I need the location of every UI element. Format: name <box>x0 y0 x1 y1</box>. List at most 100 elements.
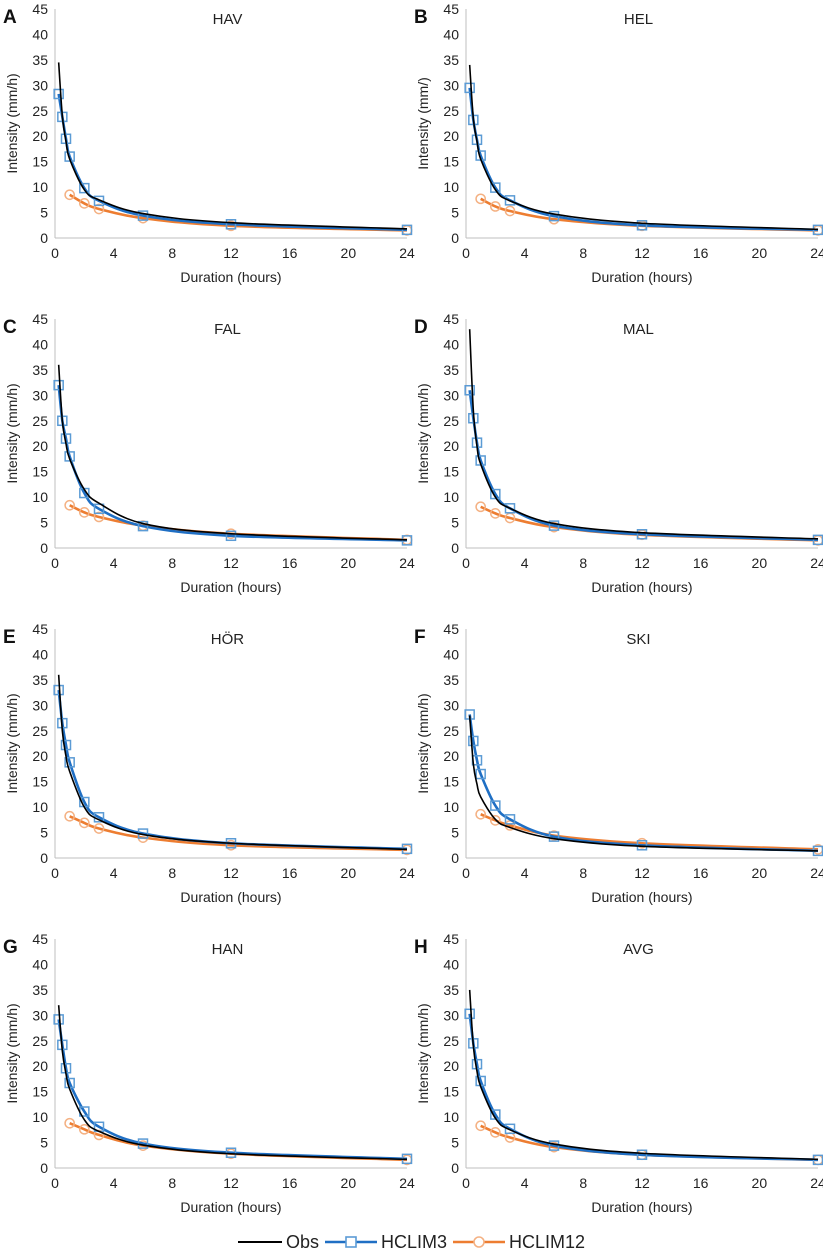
x-tick-label: 0 <box>51 245 59 261</box>
legend-label-hclim12: HCLIM12 <box>509 1231 586 1252</box>
chart-panel-b: B HEL 0 5 10 15 20 25 30 35 40 45 0 4 8 12 16 20 24 Duratio… <box>414 1 823 285</box>
x-tick-label: 8 <box>168 245 176 261</box>
x-tick-label: 4 <box>110 245 118 261</box>
hclim12-marker <box>489 508 501 519</box>
hclim12-marker <box>78 817 90 829</box>
y-tick-label: 15 <box>443 154 459 170</box>
y-tick-label: 10 <box>443 489 459 505</box>
y-tick-label: 0 <box>451 540 459 556</box>
x-tick-label: 24 <box>810 245 823 261</box>
hclim3-marker <box>64 757 75 768</box>
y-tick-label: 10 <box>32 1109 48 1125</box>
panel-title: FAL <box>214 321 241 338</box>
x-tick-label: 12 <box>223 245 239 261</box>
y-tick-label: 20 <box>32 748 48 764</box>
x-tick-label: 0 <box>462 1175 470 1191</box>
chart-panel-g: G HAN 0 5 10 15 20 25 30 35 40 45 0 4 8 12 16 20 24 Duratio… <box>3 931 415 1215</box>
x-tick-label: 24 <box>810 865 823 881</box>
y-tick-label: 15 <box>443 464 459 480</box>
x-tick-label: 4 <box>110 1175 118 1191</box>
x-tick-label: 16 <box>693 865 709 881</box>
x-tick-label: 12 <box>634 555 650 571</box>
x-tick-label: 8 <box>579 555 587 571</box>
x-tick-label: 16 <box>693 245 709 261</box>
y-tick-label: 20 <box>32 438 48 454</box>
panel-letter: B <box>414 7 428 28</box>
hclim3-marker <box>225 530 237 542</box>
hclim12-marker <box>93 823 105 834</box>
hclim3-marker <box>490 800 501 811</box>
y-tick-label: 35 <box>443 982 459 998</box>
y-axis-title: Intensity (mm/) <box>415 77 431 170</box>
x-tick-label: 4 <box>521 245 529 261</box>
chart-panel-h: H AVG 0 5 10 15 20 25 30 35 40 45 0 4 8 12 16 20 24 Duratio… <box>414 931 823 1215</box>
hclim12-marker <box>475 808 487 820</box>
y-axis-title: Intensity (mm/h) <box>4 73 20 173</box>
hclim12-marker <box>93 203 105 215</box>
x-tick-label: 20 <box>341 245 357 261</box>
panel-letter: A <box>3 7 17 28</box>
hclim3-marker <box>636 1149 648 1161</box>
y-axis-title: Intensity (mm/h) <box>4 383 20 483</box>
y-axis-title: Intensity (mm/h) <box>415 693 431 793</box>
hclim3-marker <box>464 1008 475 1020</box>
hclim12-marker <box>93 511 105 523</box>
series-line-obs <box>57 62 408 230</box>
y-tick-label: 25 <box>443 413 459 429</box>
y-tick-label: 35 <box>443 52 459 68</box>
y-tick-label: 0 <box>40 1160 48 1176</box>
hclim12-marker <box>64 1117 76 1129</box>
x-axis-title: Duration (hours) <box>180 269 281 285</box>
legend-swatch-hclim12 <box>453 1236 505 1248</box>
x-tick-label: 12 <box>634 865 650 881</box>
series-line-obs <box>468 64 819 231</box>
y-axis-title: Intensity (mm/h) <box>4 693 20 793</box>
y-axis-title: Intensity (mm/h) <box>415 1003 431 1103</box>
x-tick-label: 8 <box>579 245 587 261</box>
legend-item-hclim3: HCLIM3 <box>324 1232 447 1253</box>
x-tick-label: 20 <box>752 245 768 261</box>
y-tick-label: 20 <box>443 438 459 454</box>
hclim3-marker <box>504 195 516 206</box>
x-tick-label: 4 <box>521 555 529 571</box>
hclim3-marker <box>53 88 64 100</box>
y-tick-label: 20 <box>443 748 459 764</box>
hclim12-marker <box>489 1127 501 1138</box>
y-tick-label: 40 <box>443 336 459 352</box>
hclim12-marker <box>93 1129 105 1141</box>
x-tick-label: 24 <box>810 555 823 571</box>
x-tick-label: 8 <box>579 1175 587 1191</box>
hclim12-marker <box>475 1120 487 1132</box>
hclim12-marker <box>64 499 76 511</box>
hclim12-marker <box>64 810 76 822</box>
y-tick-label: 5 <box>40 825 48 841</box>
y-tick-label: 0 <box>40 540 48 556</box>
x-tick-label: 20 <box>341 865 357 881</box>
series-line-hclim3 <box>468 1013 819 1162</box>
y-tick-label: 25 <box>443 1033 459 1049</box>
y-tick-label: 45 <box>32 931 48 947</box>
series-line-hclim3 <box>468 390 819 542</box>
series-line-hclim3 <box>468 87 819 232</box>
x-tick-label: 20 <box>752 865 768 881</box>
hclim3-marker <box>504 503 516 514</box>
hclim3-marker <box>548 210 560 222</box>
legend-item-hclim12: HCLIM12 <box>453 1232 585 1253</box>
x-tick-label: 24 <box>810 1175 823 1191</box>
hclim3-marker <box>548 831 560 842</box>
legend-item-obs: Obs <box>237 1232 319 1253</box>
y-tick-label: 45 <box>32 311 48 327</box>
hclim12-marker <box>64 189 76 201</box>
y-tick-label: 45 <box>443 1 459 17</box>
x-tick-label: 4 <box>110 555 118 571</box>
x-axis-title: Duration (hours) <box>180 1199 281 1215</box>
hclim3-marker <box>401 224 413 236</box>
x-tick-label: 0 <box>462 555 470 571</box>
panel-title: SKI <box>626 631 650 648</box>
x-tick-label: 16 <box>693 555 709 571</box>
y-tick-label: 5 <box>40 205 48 221</box>
x-axis-title: Duration (hours) <box>180 889 281 905</box>
y-tick-label: 25 <box>32 413 48 429</box>
y-tick-label: 5 <box>451 1135 459 1151</box>
